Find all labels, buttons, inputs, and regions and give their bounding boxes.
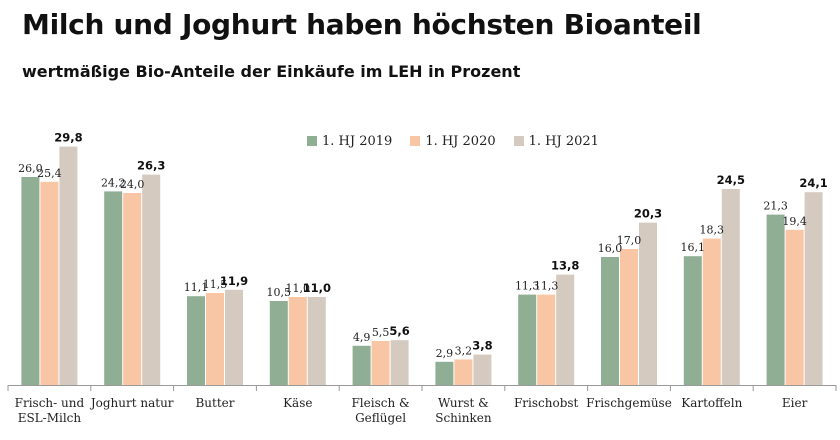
value-label-2021: 24,1: [799, 176, 827, 190]
bar-2020: [40, 181, 59, 385]
bar-2019: [683, 256, 702, 385]
value-label-2021: 5,6: [389, 324, 409, 338]
bar-2021: [142, 174, 161, 385]
category-label: Geflügel: [355, 411, 406, 425]
value-label-2020: 19,4: [782, 215, 807, 228]
value-label-2021: 11,9: [220, 274, 248, 288]
bar-2021: [473, 354, 492, 385]
bar-2021: [556, 274, 575, 385]
bar-2020: [702, 238, 721, 385]
value-label-2020: 5,5: [372, 326, 390, 339]
bar-2020: [785, 229, 804, 385]
value-label-2020: 11,5: [203, 278, 228, 291]
legend-item-2019: 1. HJ 2019: [307, 134, 392, 149]
bar-2020: [620, 249, 638, 385]
category-label: Kartoffeln: [681, 396, 742, 410]
category-label: Frischobst: [514, 396, 579, 410]
value-label-2019: 11,3: [515, 280, 540, 293]
value-label-2020: 25,4: [37, 167, 62, 180]
bar-2019: [601, 257, 619, 385]
bar-2019: [435, 361, 454, 385]
category-label: Fleisch &: [351, 396, 410, 410]
legend-item-2021: 1. HJ 2021: [513, 133, 599, 149]
value-label-2019: 10,5: [267, 286, 292, 299]
value-label-2020: 11,0: [286, 282, 311, 295]
bar-2021: [390, 340, 409, 385]
bar-2019: [21, 177, 40, 385]
value-label-2021: 29,8: [54, 131, 82, 145]
bars-group: [21, 146, 823, 385]
bar-2020: [371, 341, 390, 385]
bar-2020: [288, 297, 307, 385]
bar-2019: [518, 294, 537, 385]
category-label: Eier: [782, 396, 808, 410]
bar-2021: [307, 297, 326, 385]
category-label: Käse: [283, 396, 312, 410]
value-label-2021: 3,8: [472, 339, 492, 353]
value-label-2021: 24,5: [717, 173, 745, 187]
bar-2019: [352, 345, 371, 385]
bar-2020: [123, 193, 142, 385]
legend-swatch-2019: [307, 136, 317, 146]
bar-2021: [225, 289, 243, 385]
category-label: Butter: [195, 396, 234, 410]
bar-2020: [537, 294, 556, 385]
legend-label-2020: 1. HJ 2020: [425, 133, 496, 149]
value-label-2019: 16,0: [598, 242, 623, 255]
bar-2020: [206, 293, 224, 385]
legend-label-2021: 1. HJ 2021: [528, 133, 599, 149]
value-label-2020: 17,0: [617, 234, 642, 247]
x-axis-ticks-group: [7, 385, 837, 391]
value-label-2019: 24,2: [101, 176, 126, 189]
bar-2019: [269, 301, 288, 385]
value-label-2021: 13,8: [551, 259, 579, 273]
bar-2019: [187, 296, 205, 385]
bar-2021: [639, 222, 657, 385]
value-label-2019: 16,1: [681, 241, 706, 254]
value-labels-group: 26,025,4 29,8 24,224,0 26,3 11,111,511,9 10,5…: [18, 131, 828, 360]
category-label: ESL-Milch: [18, 411, 82, 425]
legend-label-2019: 1. HJ 2019: [322, 133, 393, 149]
value-label-2020: 11,3: [534, 280, 559, 293]
value-label-2021: 20,3: [634, 207, 662, 221]
legend-swatch-2020: [410, 136, 421, 146]
value-label-2021: 26,3: [137, 159, 165, 173]
legend-item-2020: 1. HJ 2020: [410, 133, 496, 149]
category-label: Frisch- und: [15, 396, 85, 410]
category-label: Frischgemüse: [586, 396, 672, 410]
value-label-2021: 11,0: [303, 281, 331, 295]
value-label-2020: 3,2: [455, 344, 473, 357]
value-label-2020: 18,3: [700, 224, 725, 237]
value-label-2019: 21,3: [763, 200, 788, 213]
legend: 1. HJ 2019 1. HJ 2020 1. HJ 2021: [307, 132, 599, 150]
value-label-2019: 11,1: [184, 281, 209, 294]
bar-2021: [59, 146, 78, 385]
category-label: Schinken: [435, 411, 492, 425]
legend-swatch-2021: [513, 136, 524, 146]
value-label-2019: 2,9: [436, 347, 454, 360]
bar-2020: [454, 359, 473, 385]
chart-subtitle: wertmäßige Bio-Anteile der Einkäufe im L…: [22, 62, 521, 81]
chart-title: Milch und Joghurt haben höchsten Bioante…: [22, 8, 702, 41]
bar-2019: [104, 191, 123, 385]
category-label: Wurst &: [438, 396, 489, 410]
bar-2021: [804, 192, 823, 385]
category-label: Joghurt natur: [89, 396, 174, 410]
bar-2019: [766, 214, 785, 385]
value-label-2020: 24,0: [120, 178, 145, 191]
value-label-2019: 26,0: [18, 162, 43, 175]
value-label-2019: 4,9: [353, 331, 371, 344]
bar-2021: [721, 189, 740, 385]
